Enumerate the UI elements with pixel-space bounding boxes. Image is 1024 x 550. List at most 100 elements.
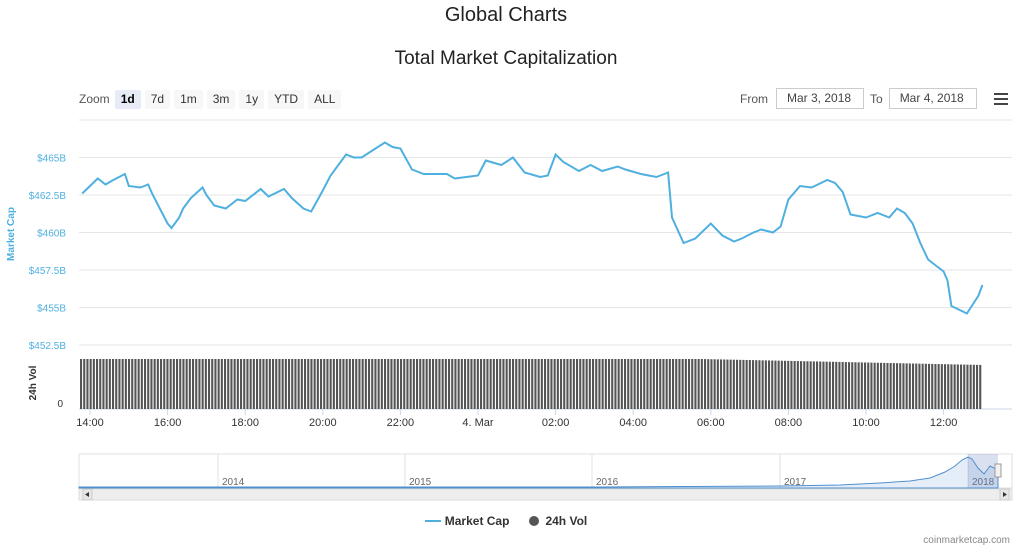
volume-bar — [652, 359, 655, 409]
volume-bar — [748, 360, 751, 409]
volume-bar — [188, 359, 191, 409]
volume-bar — [384, 359, 387, 409]
volume-bar — [438, 359, 441, 409]
volume-bar — [630, 359, 633, 409]
zoom-7d-button[interactable]: 7d — [144, 89, 171, 109]
legend: Market Cap 24h Vol — [0, 514, 1012, 528]
volume-bar — [617, 359, 620, 409]
volume-bar — [448, 359, 451, 409]
zoom-3m-button[interactable]: 3m — [206, 89, 236, 109]
volume-bar — [406, 359, 409, 409]
volume-bar — [588, 359, 591, 409]
volume-bar — [544, 359, 547, 409]
volume-bar — [156, 359, 159, 409]
volume-bar — [912, 363, 915, 409]
scroll-right-arrow-icon — [1003, 492, 1007, 497]
volume-bar — [348, 359, 351, 409]
navigator-year-label: 2014 — [222, 477, 245, 488]
volume-bar — [793, 360, 796, 409]
x-tick-label: 16:00 — [154, 417, 182, 429]
hamburger-menu-icon[interactable] — [994, 93, 1008, 108]
volume-bar — [102, 359, 105, 409]
volume-bar — [633, 359, 636, 409]
volume-bar — [796, 361, 799, 409]
zoom-1d-button[interactable]: 1d — [114, 89, 141, 109]
navigator-selection[interactable] — [968, 454, 998, 488]
credits-link[interactable]: coinmarketcap.com — [923, 535, 1010, 546]
volume-bar — [396, 359, 399, 409]
volume-bar — [492, 359, 495, 409]
volume-bar — [704, 359, 707, 409]
to-label: To — [870, 91, 883, 106]
volume-bar — [134, 359, 137, 409]
volume-bar — [220, 359, 223, 409]
volume-bar — [425, 359, 428, 409]
navigator-handle[interactable] — [994, 463, 1002, 478]
volume-bar — [473, 359, 476, 409]
volume-bar — [227, 359, 230, 409]
volume-bar — [947, 364, 950, 409]
volume-bar — [838, 361, 841, 409]
volume-bar — [860, 362, 863, 409]
volume-bar — [96, 359, 99, 409]
legend-line-icon — [424, 520, 441, 522]
volume-bar — [166, 359, 169, 409]
volume-bar — [662, 359, 665, 409]
volume-bar — [316, 359, 319, 409]
volume-bar — [176, 359, 179, 409]
navigator[interactable]: 2014 2015 2016 2017 2018 — [78, 453, 1013, 501]
scrollbar-track[interactable] — [78, 488, 1013, 501]
chart-title: Total Market Capitalization — [394, 48, 618, 69]
volume-bar — [585, 359, 588, 409]
volume-bar — [969, 364, 972, 409]
volume-bar — [643, 359, 646, 409]
volume-bar — [524, 359, 527, 409]
zoom-ytd-button[interactable]: YTD — [268, 89, 305, 109]
from-date-input[interactable]: Mar 3, 2018 — [776, 88, 864, 109]
volume-bar — [556, 359, 559, 409]
volume-bar — [752, 360, 755, 409]
page-title: Global Charts — [444, 4, 568, 26]
volume-bar — [723, 359, 726, 409]
volume-zero-label: 0 — [57, 399, 63, 410]
volume-bar — [451, 359, 454, 409]
volume-bar — [768, 360, 771, 409]
volume-bar — [787, 360, 790, 409]
x-tick-label: 10:00 — [852, 417, 880, 429]
y-tick-label: $460B — [37, 229, 66, 240]
volume-bar — [889, 363, 892, 409]
volume-bar — [380, 359, 383, 409]
navigator-year-label: 2016 — [596, 477, 619, 488]
volume-bar — [249, 359, 252, 409]
volume-bar — [304, 359, 307, 409]
volume-bar — [611, 359, 614, 409]
volume-bar — [502, 359, 505, 409]
volume-bar — [966, 364, 969, 409]
zoom-1m-button[interactable]: 1m — [174, 89, 203, 109]
volume-bar — [195, 359, 198, 409]
to-date-input[interactable]: Mar 4, 2018 — [888, 88, 977, 109]
legend-market-cap[interactable]: Market Cap — [424, 514, 509, 528]
volume-bar — [403, 359, 406, 409]
volume-bar — [169, 359, 172, 409]
volume-bar — [902, 363, 905, 409]
volume-bar — [905, 363, 908, 409]
volume-bar — [374, 359, 377, 409]
x-tick-label: 4. Mar — [462, 417, 494, 429]
volume-bar — [742, 359, 745, 409]
volume-bar — [803, 361, 806, 409]
legend-volume[interactable]: 24h Vol — [529, 514, 587, 528]
volume-bar — [579, 359, 582, 409]
zoom-1y-button[interactable]: 1y — [239, 89, 265, 109]
volume-bar — [224, 359, 227, 409]
volume-bar — [572, 359, 575, 409]
x-tick-label: 12:00 — [930, 417, 958, 429]
volume-bar — [281, 359, 284, 409]
zoom-all-button[interactable]: ALL — [308, 89, 342, 109]
volume-bar — [278, 359, 281, 409]
volume-bar — [377, 359, 380, 409]
market-cap-line — [81, 141, 984, 315]
volume-bar — [144, 359, 147, 409]
volume-bar — [940, 364, 943, 409]
volume-bar — [934, 363, 937, 409]
